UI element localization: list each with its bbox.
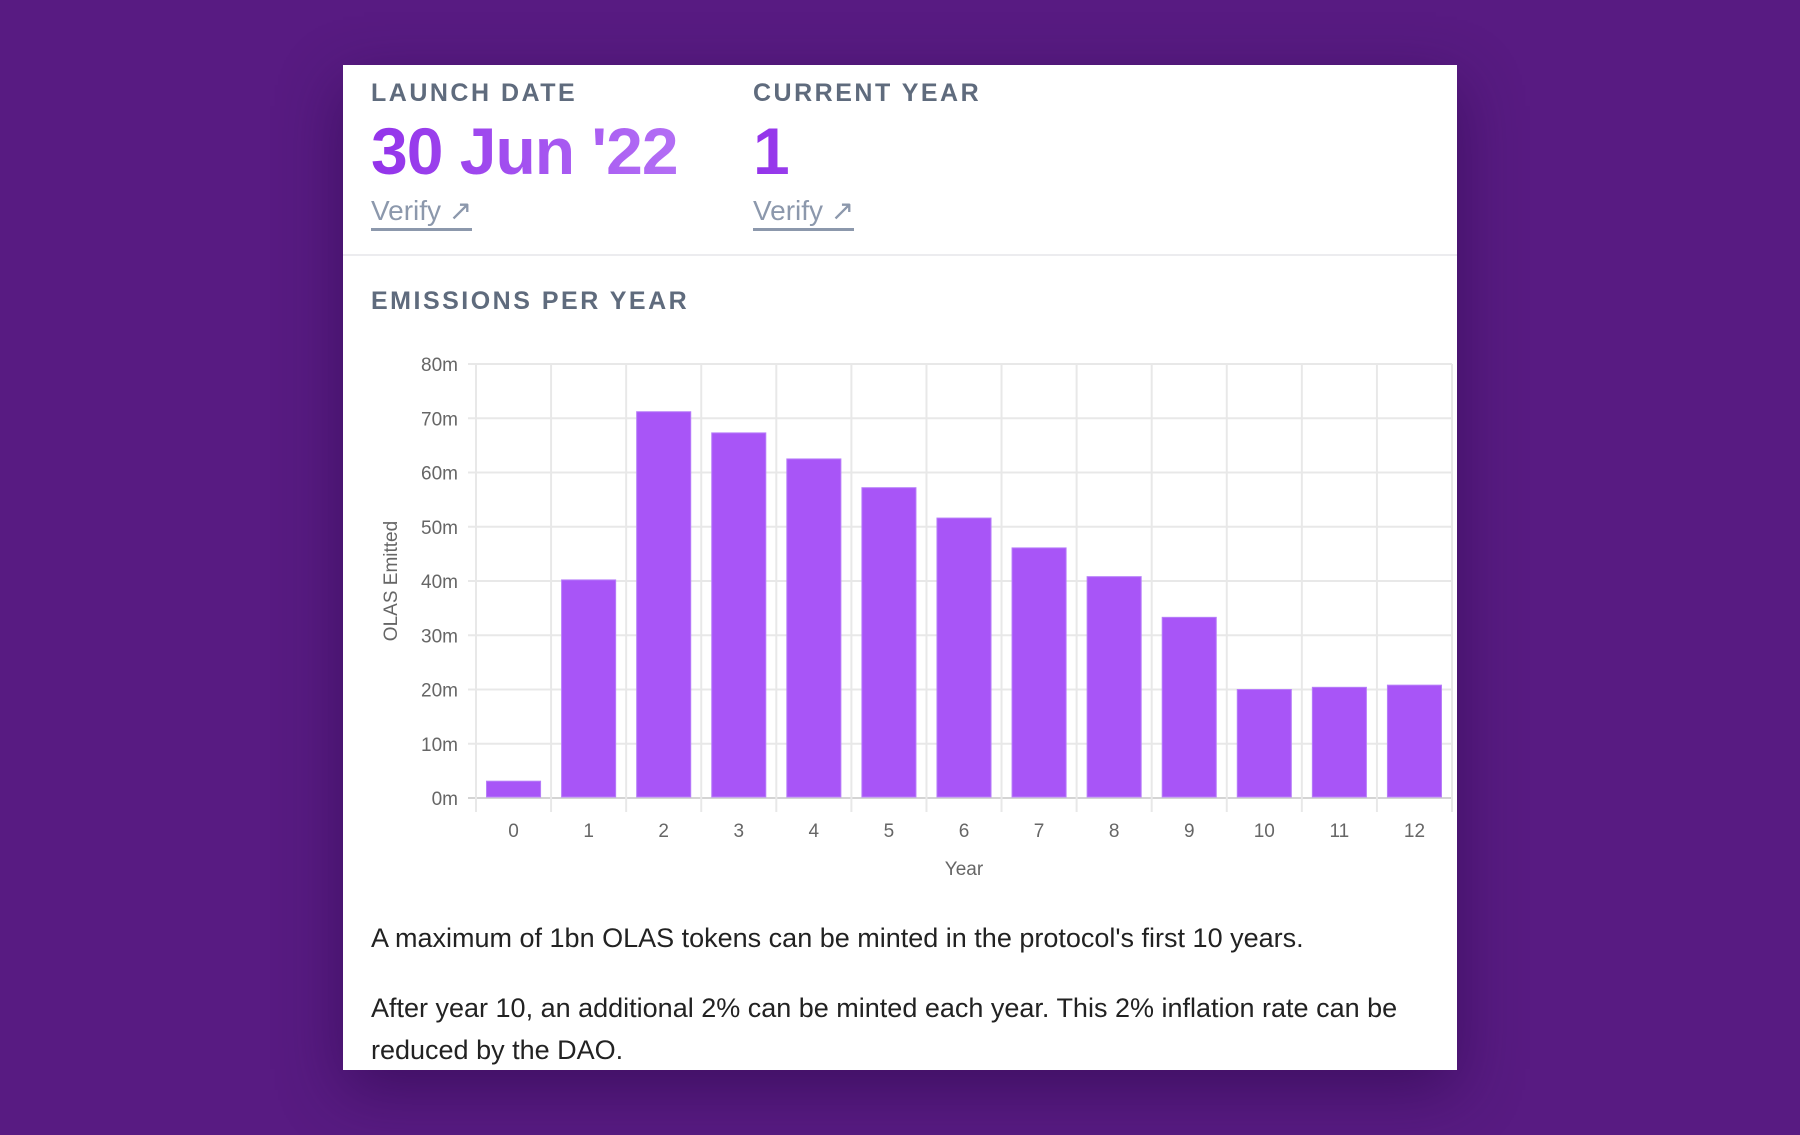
x-tick-label: 12 — [1404, 821, 1425, 842]
bar-year-5 — [861, 487, 917, 798]
bar-year-6 — [936, 517, 992, 798]
x-tick-label: 8 — [1109, 821, 1120, 842]
current-year-stat: CURRENT YEAR 1 Verify ↗ — [753, 79, 981, 231]
y-tick-label: 50m — [421, 518, 458, 539]
x-tick-label: 1 — [583, 821, 594, 842]
y-tick-label: 70m — [421, 409, 458, 430]
y-tick-label: 40m — [421, 572, 458, 593]
current-year-label: CURRENT YEAR — [753, 79, 982, 107]
section-title: EMISSIONS PER YEAR — [371, 287, 690, 315]
bar-year-7 — [1011, 547, 1067, 798]
bar-year-12 — [1386, 684, 1442, 798]
x-tick-label: 10 — [1254, 821, 1275, 842]
paragraph-inflation: After year 10, an additional 2% can be m… — [371, 993, 1398, 1065]
x-tick-label: 2 — [658, 821, 669, 842]
x-tick-label: 3 — [733, 821, 744, 842]
x-tick-label: 9 — [1184, 821, 1195, 842]
bar-year-1 — [561, 579, 617, 798]
divider — [343, 254, 1457, 256]
bar-year-8 — [1086, 576, 1142, 798]
x-tick-label: 5 — [884, 821, 895, 842]
launch-date-stat: LAUNCH DATE 30 Jun '22 Verify ↗ — [371, 79, 679, 231]
x-tick-label: 11 — [1330, 821, 1350, 842]
verify-current-year-link[interactable]: Verify ↗ — [753, 194, 855, 231]
emissions-card: LAUNCH DATE 30 Jun '22 Verify ↗ CURRENT … — [343, 65, 1457, 1070]
x-tick-label: 4 — [809, 821, 820, 842]
x-tick-label: 6 — [959, 821, 970, 842]
verify-launch-date-link[interactable]: Verify ↗ — [371, 194, 473, 231]
bar-year-2 — [636, 411, 692, 798]
launch-date-label: LAUNCH DATE — [371, 79, 578, 107]
bar-year-11 — [1311, 686, 1367, 798]
bar-year-3 — [711, 432, 767, 798]
y-tick-label: 80m — [421, 355, 458, 376]
y-tick-label: 60m — [421, 464, 458, 485]
bar-year-0 — [486, 780, 542, 798]
paragraph-max-supply: A maximum of 1bn OLAS tokens can be mint… — [371, 923, 1304, 953]
bar-year-9 — [1161, 616, 1217, 798]
y-tick-label: 20m — [421, 681, 458, 702]
y-tick-label: 10m — [421, 735, 458, 756]
y-tick-label: 0m — [432, 789, 458, 810]
current-year-value: 1 — [753, 112, 981, 190]
y-axis-title: OLAS Emitted — [381, 521, 402, 641]
bar-year-4 — [786, 458, 842, 798]
x-axis-title: Year — [945, 859, 984, 880]
bar-year-10 — [1236, 689, 1292, 798]
launch-date-value: 30 Jun '22 — [371, 114, 679, 188]
x-tick-label: 7 — [1034, 821, 1045, 842]
y-tick-label: 30m — [421, 626, 458, 647]
x-tick-label: 0 — [508, 821, 519, 842]
